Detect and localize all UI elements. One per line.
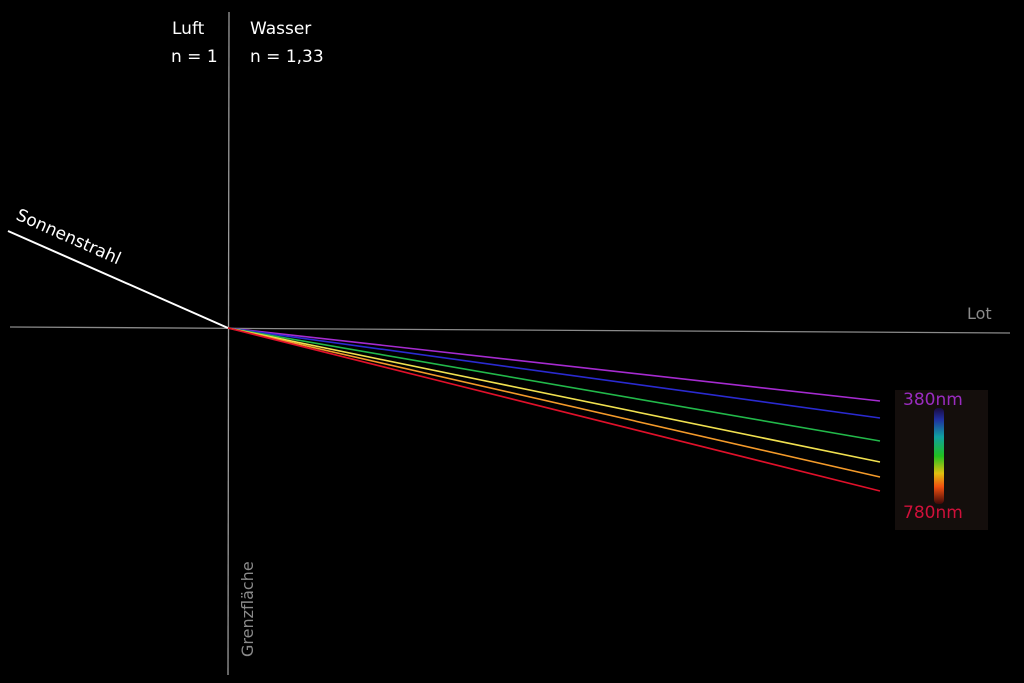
refracted-ray-violet (227, 327, 881, 402)
index-left-label: n = 1 (171, 47, 218, 67)
refracted-rays (227, 327, 881, 492)
refracted-ray-orange (227, 327, 881, 478)
refracted-ray-blue (227, 327, 881, 419)
index-right-label: n = 1,33 (250, 47, 324, 67)
medium-left-label: Luft (172, 19, 205, 39)
incident-ray-label: Sonnenstrahl (13, 205, 124, 269)
wavelength-min-label: 380nm (903, 390, 963, 410)
spectrum-bar (934, 408, 944, 504)
refracted-ray-red (227, 327, 881, 492)
incident-ray (7, 230, 229, 329)
normal-line (9, 326, 1011, 334)
normal-label: Lot (967, 304, 992, 323)
interface-line (227, 11, 230, 676)
medium-right-label: Wasser (250, 19, 311, 39)
refracted-ray-green (227, 327, 881, 442)
wavelength-max-label: 780nm (903, 503, 963, 523)
interface-label: Grenzfläche (238, 561, 257, 657)
refracted-ray-yellow (227, 327, 881, 463)
